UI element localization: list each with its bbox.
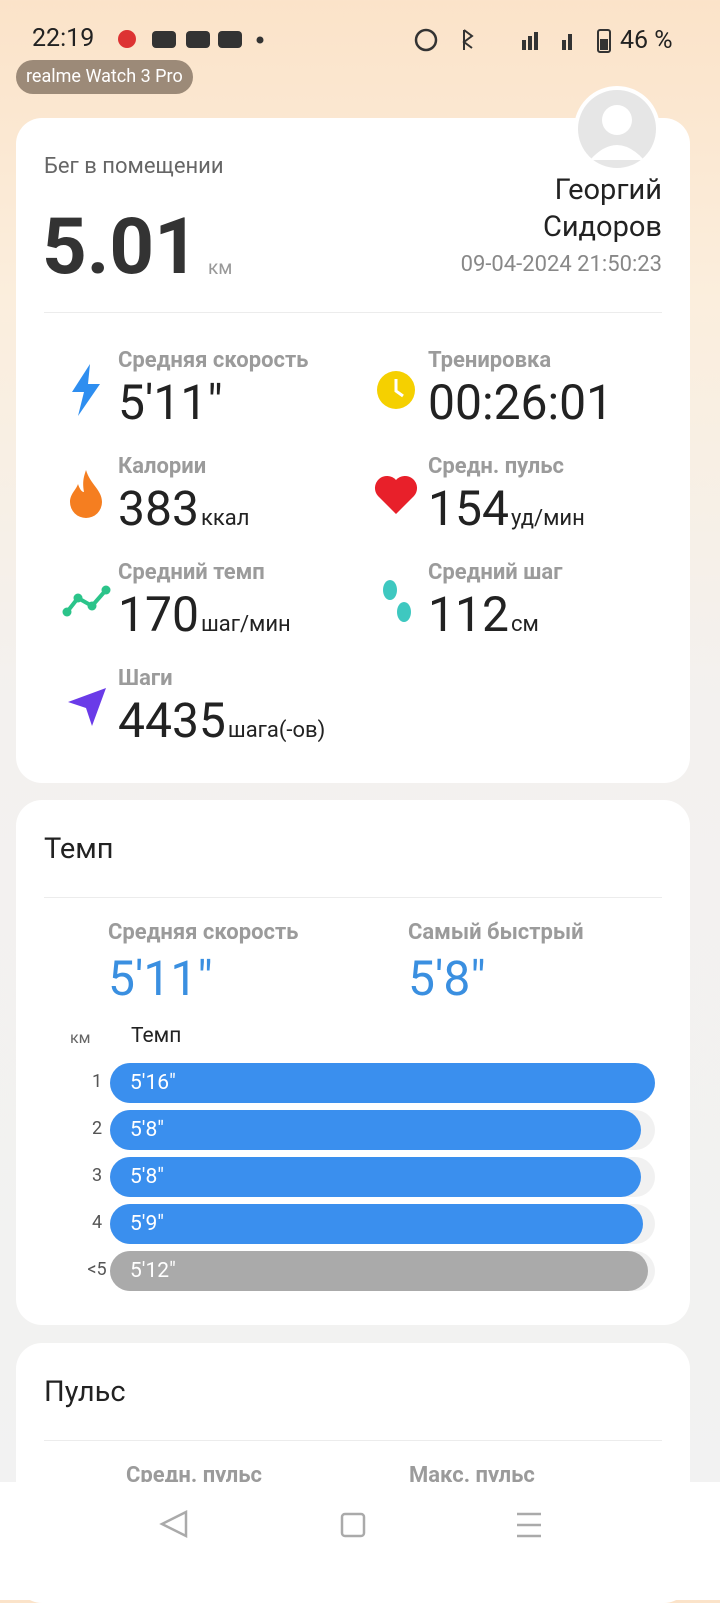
stat-value: 383ккал	[118, 480, 249, 537]
cadence-icon	[62, 585, 111, 617]
distance-unit: км	[208, 256, 233, 279]
column-header: км	[70, 1028, 91, 1047]
home-button[interactable]	[340, 1512, 366, 1538]
column-header: Темп	[131, 1024, 182, 1048]
user-name: Георгий Сидоров	[542, 173, 662, 244]
stat-label: Средний шаг	[428, 560, 563, 585]
divider	[44, 1440, 662, 1441]
pace-value: 5'8"	[408, 950, 486, 1007]
km-label: 3	[91, 1165, 103, 1186]
stat-value: 5'11"	[118, 374, 223, 431]
stat-value: 154уд/мин	[428, 480, 585, 537]
heart-icon	[374, 475, 418, 514]
menu-button[interactable]	[517, 1512, 541, 1538]
speed-icon	[72, 364, 100, 416]
stat-label: Средн. пульс	[428, 454, 565, 479]
km-label: 4	[91, 1212, 103, 1233]
navigation-bar	[0, 1482, 720, 1600]
divider	[44, 897, 662, 898]
value: 4435	[118, 692, 226, 749]
value: 383	[118, 480, 199, 537]
value: 112	[428, 586, 509, 643]
stat-value: 170шаг/мин	[118, 586, 291, 643]
pace-bar: 5'8"	[110, 1157, 642, 1197]
unit: см	[510, 612, 539, 637]
stat-value: 112см	[428, 586, 539, 643]
avatar[interactable]	[574, 86, 660, 172]
battery-level: 46 %	[620, 26, 673, 55]
stat-label: Шаги	[118, 666, 173, 691]
stat-value: 4435шага(-ов)	[118, 692, 325, 749]
stat-value: 00:26:01	[428, 374, 614, 431]
stat-label: Средняя скорость	[118, 348, 309, 373]
summary-card: Бег в помещении 5.01 км Георгий Сидоров …	[16, 86, 690, 783]
pace-bar: 5'9"	[110, 1204, 643, 1244]
stat-label: Средний темп	[118, 560, 265, 585]
km-label: 2	[91, 1118, 103, 1139]
pace-bar: 5'16"	[110, 1063, 655, 1103]
back-button[interactable]	[159, 1509, 188, 1539]
distance: 5.01	[42, 202, 199, 293]
section-title: Пульс	[44, 1375, 126, 1409]
stat-label: Тренировка	[428, 348, 552, 373]
pace-label: Средняя скорость	[108, 920, 299, 945]
pace-bar: 5'8"	[110, 1110, 642, 1150]
value: 154	[428, 480, 509, 537]
stride-icon	[383, 580, 411, 622]
clock: 22:19	[32, 24, 95, 53]
duration-icon	[377, 371, 415, 409]
km-label: 1	[91, 1071, 103, 1092]
system-icons	[414, 28, 611, 53]
value: 170	[118, 586, 199, 643]
unit: ккал	[200, 506, 250, 531]
pace-label: Самый быстрый	[408, 920, 584, 945]
km-label: <5	[87, 1259, 107, 1280]
unit: шаг/мин	[200, 612, 291, 637]
datetime: 09-04-2024 21:50:23	[460, 252, 662, 277]
pace-bar: 5'12"	[110, 1251, 649, 1291]
pace-card: Темп Средняя скорость 5'11" Самый быстры…	[16, 800, 690, 1325]
steps-icon	[68, 688, 106, 726]
stat-label: Калории	[118, 454, 207, 479]
calories-icon	[70, 470, 102, 518]
unit: шага(-ов)	[227, 718, 326, 743]
unit: уд/мин	[510, 506, 585, 531]
pace-value: 5'11"	[108, 950, 213, 1007]
activity-type: Бег в помещении	[44, 154, 224, 179]
divider	[44, 312, 662, 313]
device-chip[interactable]: realme Watch 3 Pro	[16, 60, 193, 94]
section-title: Темп	[44, 832, 114, 866]
notification-icons	[118, 30, 264, 48]
